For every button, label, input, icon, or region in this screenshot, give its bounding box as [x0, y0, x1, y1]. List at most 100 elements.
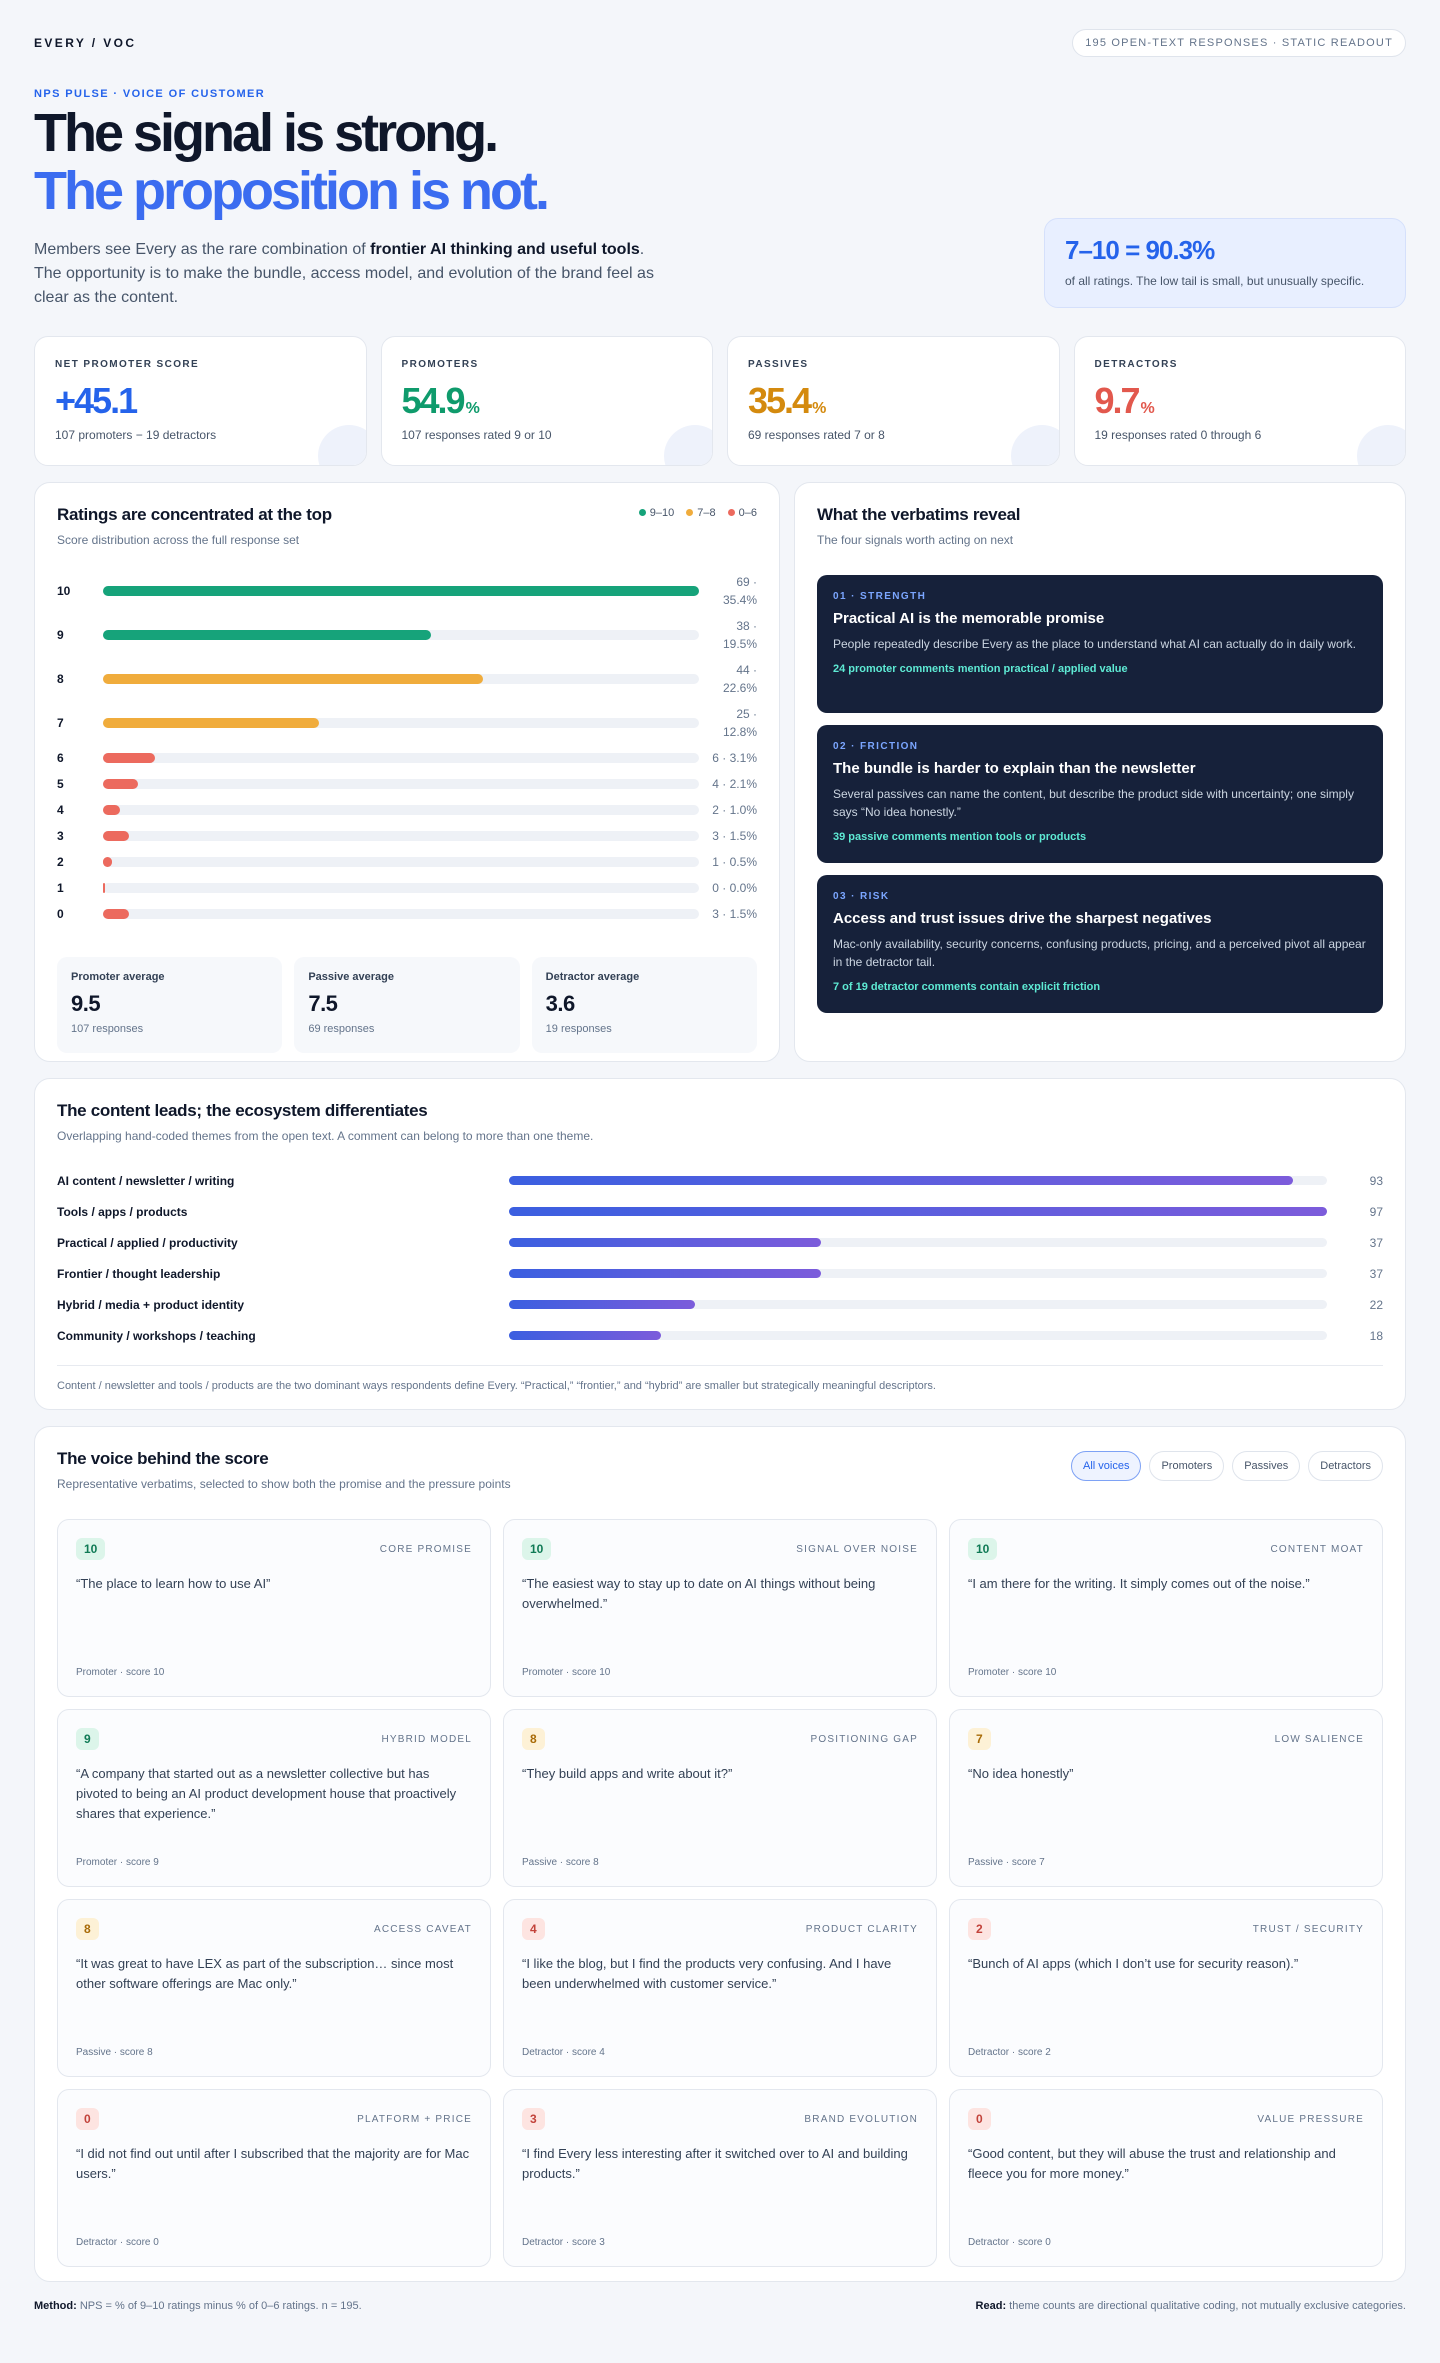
theme-row: Community / workshops / teaching 18 [57, 1320, 1383, 1351]
theme-bar [509, 1300, 695, 1309]
quote-header: 2 TRUST / SECURITY [968, 1918, 1364, 1940]
quote-card: 7 LOW SALIENCE “No idea honestly” Passive ·… [949, 1709, 1383, 1887]
theme-count: 97 [1369, 1204, 1383, 1219]
signal-card: 02 · FRICTION The bundle is harder to exp… [817, 725, 1383, 863]
quote-header: 8 POSITIONING GAP [522, 1728, 918, 1750]
bar-category-label: 4 [57, 803, 64, 817]
bar-row: 2 1 · 0.5% [57, 849, 757, 875]
filter-all-voices[interactable]: All voices [1071, 1451, 1142, 1481]
quote-text: “I like the blog, but I find the product… [522, 1956, 892, 1991]
legend-item: 9–10 [638, 507, 674, 519]
signal-list: 01 · STRENGTH Practical AI is the memorab… [817, 575, 1383, 1013]
top-bar: EVERY / VOC 195 OPEN-TEXT RESPONSES · ST… [34, 0, 1406, 86]
bar-8 [103, 674, 484, 684]
kpi-unit: % [465, 400, 480, 417]
distribution-chart: 10 69 · 35.4% 9 38 · 19.5% 8 44 · 22.6% 7 25 · … [57, 569, 757, 927]
theme-count: 93 [1369, 1173, 1383, 1188]
signal-card: 01 · STRENGTH Practical AI is the memorab… [817, 575, 1383, 713]
filter-detractors[interactable]: Detractors [1308, 1451, 1383, 1481]
quote-card: 4 PRODUCT CLARITY “I like the blog, but I … [503, 1899, 937, 2077]
quote-text: “I did not find out until after I subscr… [76, 2146, 470, 2181]
quote-text: “Bunch of AI apps (which I don’t use for… [968, 1956, 1299, 1971]
segment-averages: Promoter average 9.5 107 responses Passive … [57, 957, 757, 1053]
lede-emphasis: frontier AI thinking and useful tools [370, 241, 640, 258]
quote-tag: HYBRID MODEL [381, 1733, 472, 1745]
average-count: 19 responses [545, 1023, 612, 1035]
bar-row: 1 0 · 0.0% [57, 875, 757, 901]
hero: NPS PULSE · VOICE OF CUSTOMER The signal… [34, 88, 1406, 328]
filter-passives[interactable]: Passives [1232, 1451, 1301, 1481]
distribution-title: Ratings are concentrated at the top [57, 505, 332, 524]
kpi-subtext: 69 responses rated 7 or 8 [748, 428, 885, 442]
bar-10 [103, 586, 699, 596]
quote-tag: LOW SALIENCE [1274, 1733, 1364, 1745]
theme-track [509, 1207, 1327, 1216]
quote-card: 10 CONTENT MOAT “I am there for the writin… [949, 1519, 1383, 1697]
quote-header: 8 ACCESS CAVEAT [76, 1918, 472, 1940]
bar-category-label: 8 [57, 672, 64, 686]
bar-value-label: 1 · 0.5% [712, 855, 757, 869]
signal-body: People repeatedly describe Every as the … [833, 637, 1356, 651]
bar-value-label: 3 · 1.5% [712, 829, 757, 843]
filter-promoters[interactable]: Promoters [1149, 1451, 1225, 1481]
callout-note: of all ratings. The low tail is small, b… [1065, 274, 1365, 288]
bar-category-label: 1 [57, 881, 64, 895]
quote-attribution: Detractor · score 3 [522, 2237, 605, 2248]
bar-track [103, 630, 699, 640]
score-badge: 2 [968, 1918, 991, 1940]
quote-tag: SIGNAL OVER NOISE [796, 1543, 918, 1555]
quote-text: “No idea honestly” [968, 1766, 1074, 1781]
brand-mark: EVERY / VOC [34, 36, 137, 50]
quote-tag: CORE PROMISE [379, 1543, 472, 1555]
bar-value-label: 44 · 22.6% [722, 663, 757, 695]
bar-category-label: 10 [57, 584, 71, 598]
legend-label: 0–6 [738, 507, 757, 519]
quote-text: “I am there for the writing. It simply c… [968, 1576, 1310, 1591]
quote-header: 0 VALUE PRESSURE [968, 2108, 1364, 2130]
legend-dot [686, 509, 694, 516]
bar-0 [103, 909, 129, 919]
kpi-value: 9.7% [1094, 380, 1155, 421]
bar-value-label: 4 · 2.1% [712, 777, 757, 791]
quote-text: “The easiest way to stay up to date on A… [522, 1576, 876, 1611]
top-ratings-callout: 7–10 = 90.3% of all ratings. The low tai… [1044, 218, 1406, 308]
bar-value-label: 25 · 12.8% [722, 707, 757, 739]
signal-evidence: 24 promoter comments mention practical /… [833, 663, 1128, 675]
verbatims-title: What the verbatims reveal [817, 505, 1021, 524]
theme-bar [509, 1176, 1294, 1185]
bar-category-label: 3 [57, 829, 64, 843]
bar-category-label: 6 [57, 751, 64, 765]
bar-track [103, 718, 699, 728]
signal-body: Mac-only availability, security concerns… [833, 937, 1366, 969]
theme-bar [509, 1238, 822, 1247]
bar-category-label: 0 [57, 907, 64, 921]
readout-badge: 195 OPEN-TEXT RESPONSES · STATIC READOUT [1072, 29, 1406, 57]
kpi-row: NET PROMOTER SCORE +45.1 107 promoters − 1… [34, 336, 1406, 466]
quote-header: 10 CONTENT MOAT [968, 1538, 1364, 1560]
quote-card: 2 TRUST / SECURITY “Bunch of AI apps (whic… [949, 1899, 1383, 2077]
score-badge: 0 [968, 2108, 991, 2130]
average-label: Promoter average [71, 971, 165, 983]
bar-1 [103, 883, 105, 893]
bar-row: 8 44 · 22.6% [57, 657, 757, 701]
signal-title: Practical AI is the memorable promise [833, 610, 1105, 627]
score-badge: 3 [522, 2108, 545, 2130]
quote-header: 10 CORE PROMISE [76, 1538, 472, 1560]
distribution-card: Ratings are concentrated at the top Scor… [34, 482, 780, 1062]
kpi-card: NET PROMOTER SCORE +45.1 107 promoters − 1… [34, 336, 367, 466]
theme-list: AI content / newsletter / writing 93 Tools… [57, 1165, 1383, 1351]
theme-bar [509, 1207, 1327, 1216]
bar-category-label: 5 [57, 777, 64, 791]
theme-row: Tools / apps / products 97 [57, 1196, 1383, 1227]
kpi-subtext: 19 responses rated 0 through 6 [1094, 428, 1262, 442]
bar-track [103, 883, 699, 893]
quote-card: 0 VALUE PRESSURE “Good content, but they w… [949, 2089, 1383, 2267]
quote-attribution: Detractor · score 4 [522, 2047, 605, 2058]
bar-track [103, 857, 699, 867]
quote-text: “They build apps and write about it?” [522, 1766, 733, 1781]
signal-evidence: 7 of 19 detractor comments contain expli… [833, 981, 1101, 993]
bar-value-label: 2 · 1.0% [712, 803, 757, 817]
themes-subtitle: Overlapping hand-coded themes from the o… [57, 1129, 594, 1143]
quote-grid: 10 CORE PROMISE “The place to learn how to… [57, 1519, 1383, 2267]
